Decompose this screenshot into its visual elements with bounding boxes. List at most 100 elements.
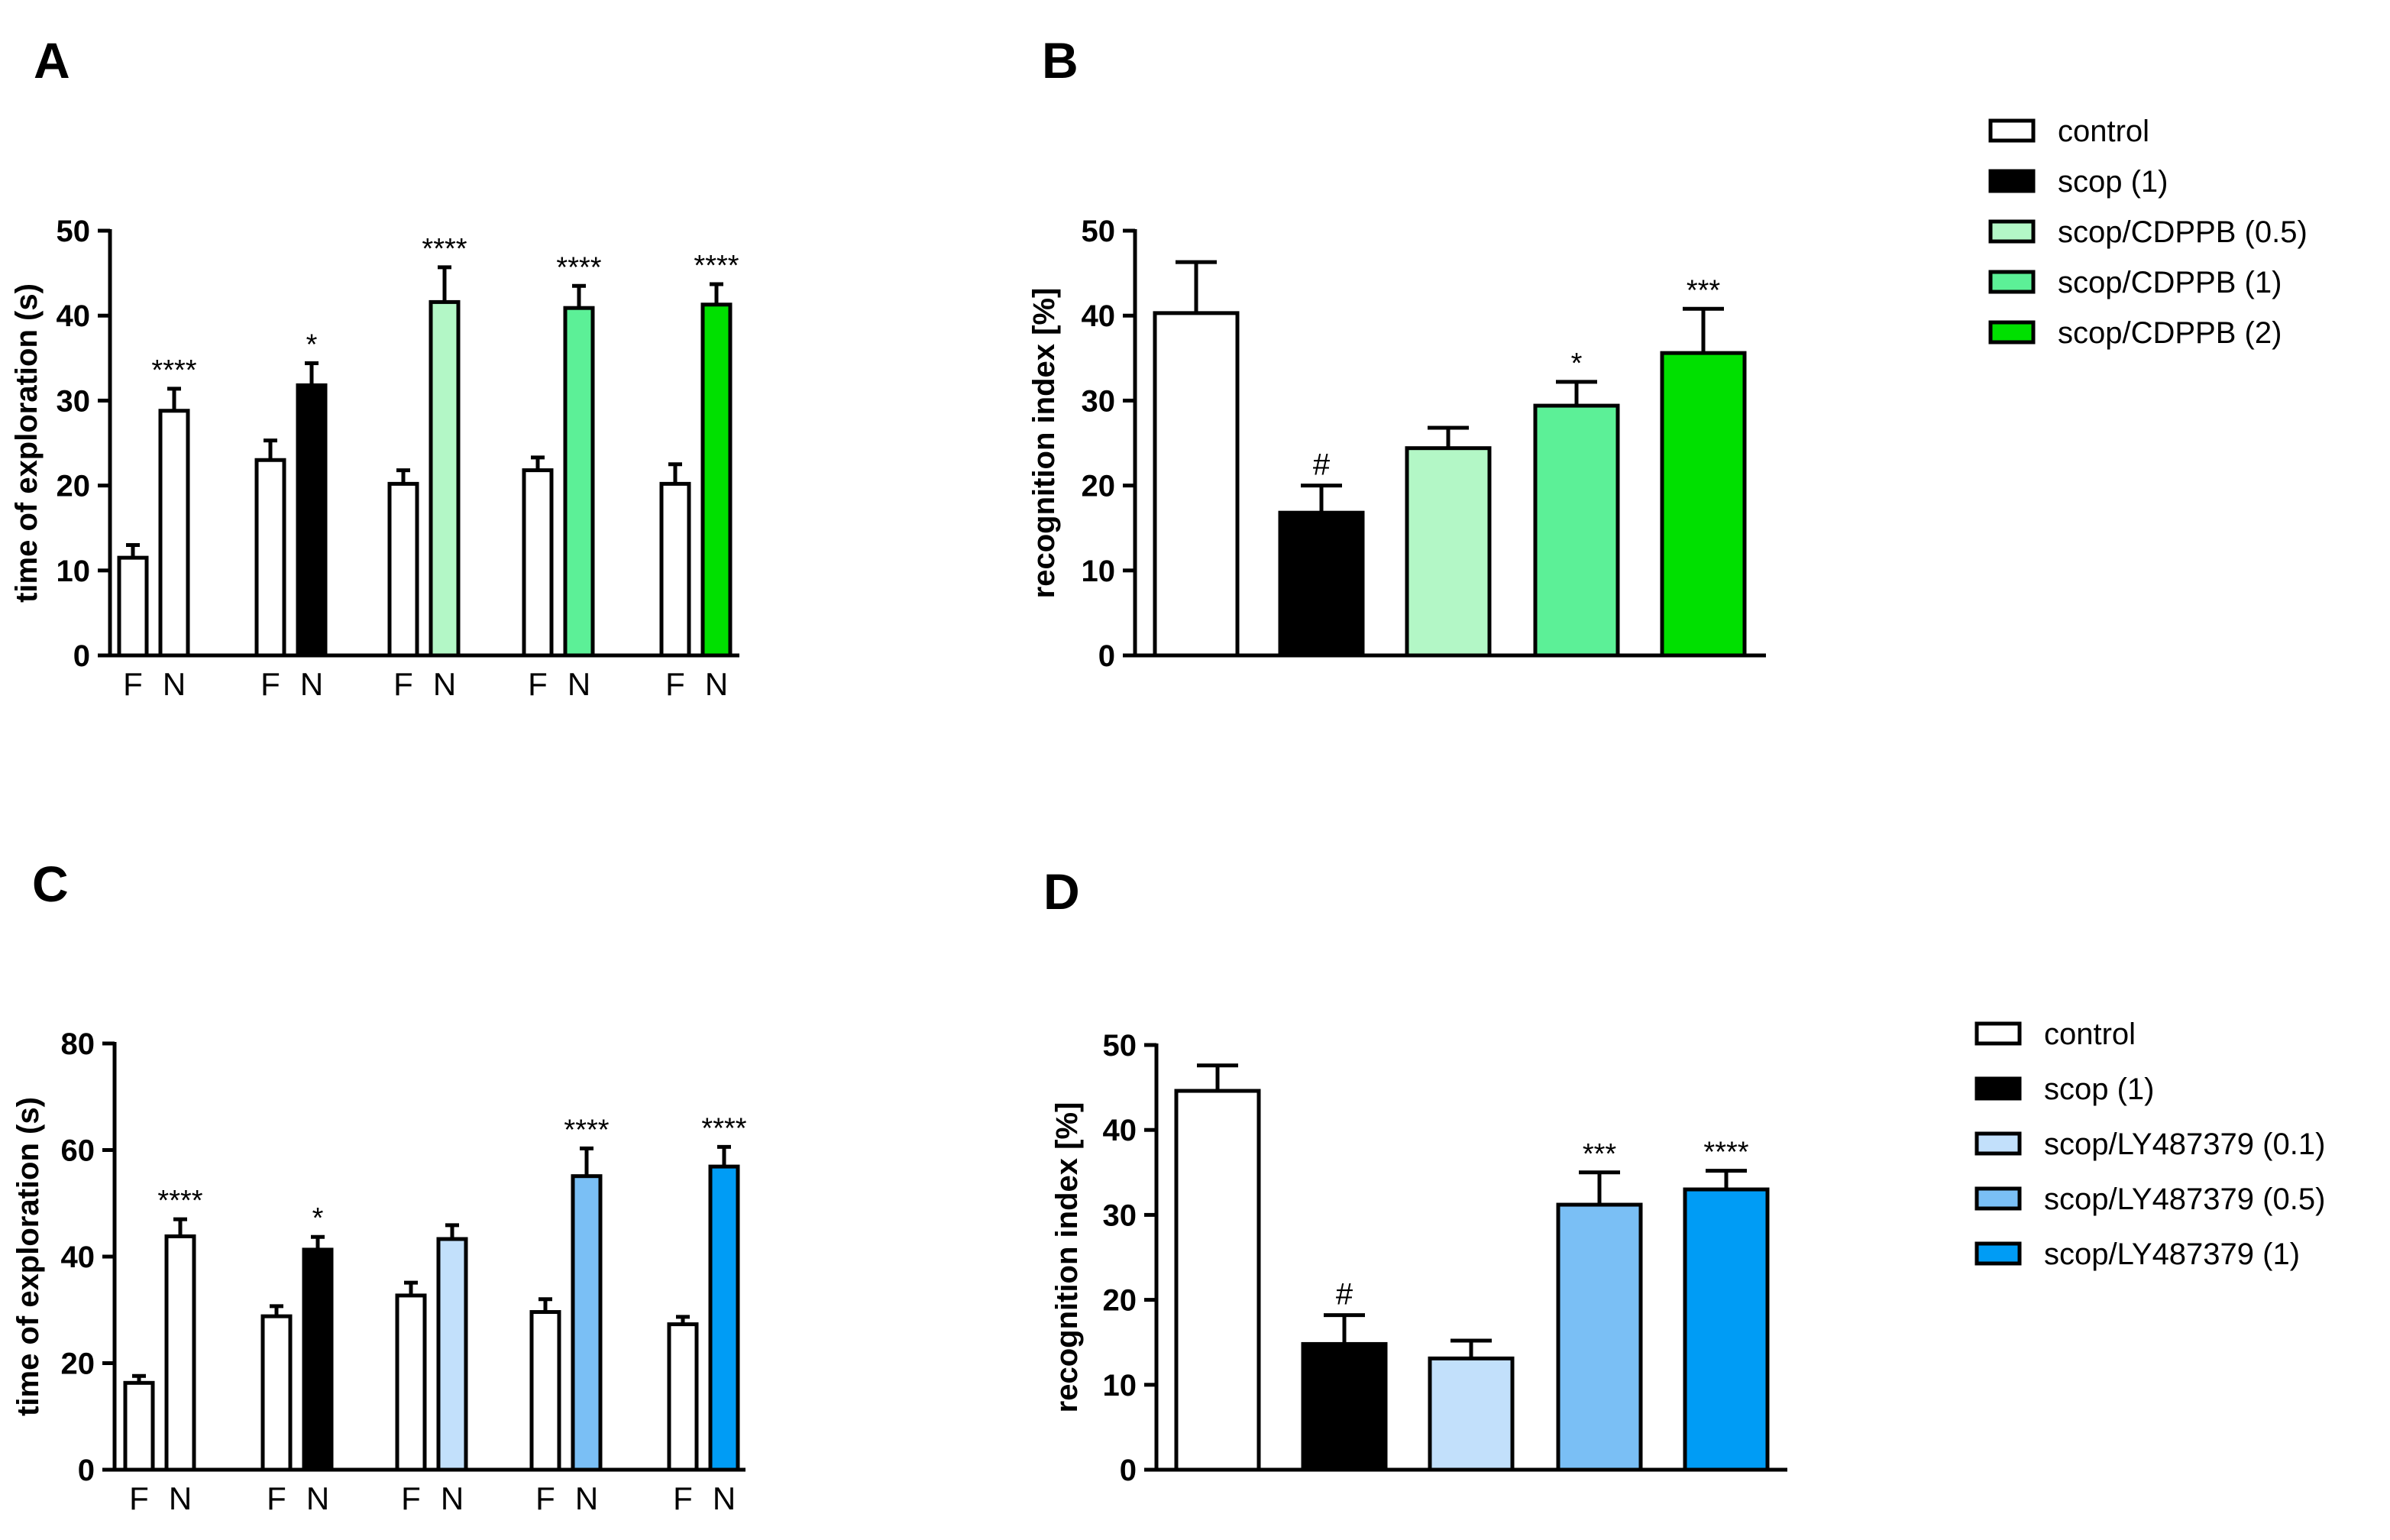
x-tick-label: N xyxy=(300,666,323,702)
legend-swatch xyxy=(1988,320,2036,345)
y-axis-label: recognition index [%] xyxy=(1050,1102,1084,1413)
x-tick-label: N xyxy=(441,1480,464,1516)
legend-label: control xyxy=(2058,115,2149,148)
x-tick-label: F xyxy=(673,1480,693,1516)
y-tick-label: 30 xyxy=(1103,1199,1137,1232)
bar xyxy=(117,555,149,658)
y-tick-label: 40 xyxy=(1082,299,1116,333)
bar xyxy=(387,481,419,658)
x-tick-label: N xyxy=(433,666,456,702)
bar xyxy=(254,458,286,658)
significance-label: * xyxy=(306,328,318,361)
significance-label: * xyxy=(1571,348,1583,380)
x-tick-label: N xyxy=(575,1480,598,1516)
bar xyxy=(302,1247,334,1472)
legend-label: scop/LY487379 (0.5) xyxy=(2044,1182,2325,1216)
panel-letter: C xyxy=(32,856,69,912)
y-tick-label: 40 xyxy=(1103,1114,1137,1147)
bar xyxy=(123,1380,155,1472)
y-tick-label: 20 xyxy=(57,470,91,503)
bar xyxy=(158,409,190,658)
significance-label: **** xyxy=(701,1112,746,1144)
x-tick-label: F xyxy=(665,666,685,702)
legend-swatch xyxy=(1974,1241,2022,1266)
bar xyxy=(1533,403,1620,658)
legend-swatch xyxy=(1988,219,2036,244)
y-axis-label: time of exploration (s) xyxy=(11,1097,45,1416)
significance-label: **** xyxy=(1703,1137,1748,1169)
bar xyxy=(1153,311,1240,658)
y-tick-label: 0 xyxy=(1098,639,1115,673)
x-tick-label: F xyxy=(401,1480,421,1516)
y-tick-label: 20 xyxy=(1082,470,1116,503)
bar xyxy=(1174,1089,1261,1472)
legend-swatch xyxy=(1988,169,2036,193)
bar xyxy=(571,1174,603,1472)
legend-label: control xyxy=(2044,1017,2136,1051)
significance-label: **** xyxy=(157,1185,202,1217)
legend-swatch xyxy=(1974,1186,2022,1211)
legend-swatch xyxy=(1974,1131,2022,1156)
significance-label: **** xyxy=(422,233,467,265)
bar xyxy=(708,1164,740,1472)
significance-label: *** xyxy=(1583,1138,1617,1170)
significance-label: * xyxy=(312,1202,324,1234)
y-tick-label: 0 xyxy=(73,639,90,673)
bar xyxy=(522,468,554,658)
y-tick-label: 30 xyxy=(57,384,91,418)
x-tick-label: N xyxy=(306,1480,329,1516)
x-tick-label: F xyxy=(260,666,280,702)
legend-label: scop/LY487379 (0.1) xyxy=(2044,1128,2325,1161)
bar xyxy=(296,383,328,658)
bar xyxy=(1278,510,1365,658)
legend-label: scop/CDPPB (1) xyxy=(2058,266,2282,299)
y-axis-label: recognition index [%] xyxy=(1027,288,1061,599)
x-tick-label: F xyxy=(393,666,413,702)
bar xyxy=(700,302,733,658)
bar xyxy=(429,299,461,658)
y-tick-label: 10 xyxy=(1103,1369,1137,1402)
legend-label: scop (1) xyxy=(2058,165,2168,199)
y-tick-label: 20 xyxy=(1103,1284,1137,1318)
legend-label: scop/CDPPB (2) xyxy=(2058,316,2282,350)
legend-swatch xyxy=(1988,270,2036,294)
y-tick-label: 10 xyxy=(1082,555,1116,588)
significance-label: # xyxy=(1313,448,1331,482)
y-tick-label: 0 xyxy=(78,1454,95,1487)
significance-label: **** xyxy=(556,251,601,283)
significance-label: *** xyxy=(1687,274,1721,306)
x-tick-label: N xyxy=(169,1480,192,1516)
y-axis-label: time of exploration (s) xyxy=(10,283,44,603)
legend-label: scop (1) xyxy=(2044,1072,2155,1106)
legend-label: scop/LY487379 (1) xyxy=(2044,1238,2300,1271)
y-tick-label: 50 xyxy=(1082,215,1116,248)
y-tick-label: 50 xyxy=(57,215,91,248)
y-tick-label: 40 xyxy=(61,1241,95,1274)
significance-label: **** xyxy=(151,354,196,387)
x-tick-label: N xyxy=(705,666,728,702)
bar xyxy=(659,481,691,658)
panel-letter: D xyxy=(1043,863,1080,920)
panel-letter: A xyxy=(34,32,70,89)
bar xyxy=(563,306,595,658)
y-tick-label: 50 xyxy=(1103,1029,1137,1063)
bar xyxy=(395,1293,427,1472)
x-tick-label: F xyxy=(535,1480,555,1516)
legend-swatch xyxy=(1974,1021,2022,1046)
x-tick-label: F xyxy=(528,666,548,702)
significance-label: # xyxy=(1336,1278,1353,1312)
legend-label: scop/CDPPB (0.5) xyxy=(2058,215,2308,249)
bar xyxy=(529,1310,561,1472)
significance-label: **** xyxy=(564,1114,609,1146)
y-tick-label: 20 xyxy=(61,1348,95,1381)
bar xyxy=(1428,1356,1515,1472)
x-tick-label: F xyxy=(267,1480,286,1516)
bar xyxy=(1660,351,1747,658)
x-tick-label: F xyxy=(123,666,143,702)
bar xyxy=(1683,1187,1770,1472)
y-tick-label: 80 xyxy=(61,1027,95,1061)
bar xyxy=(1556,1202,1643,1472)
bar xyxy=(1405,446,1492,658)
y-tick-label: 60 xyxy=(61,1134,95,1168)
